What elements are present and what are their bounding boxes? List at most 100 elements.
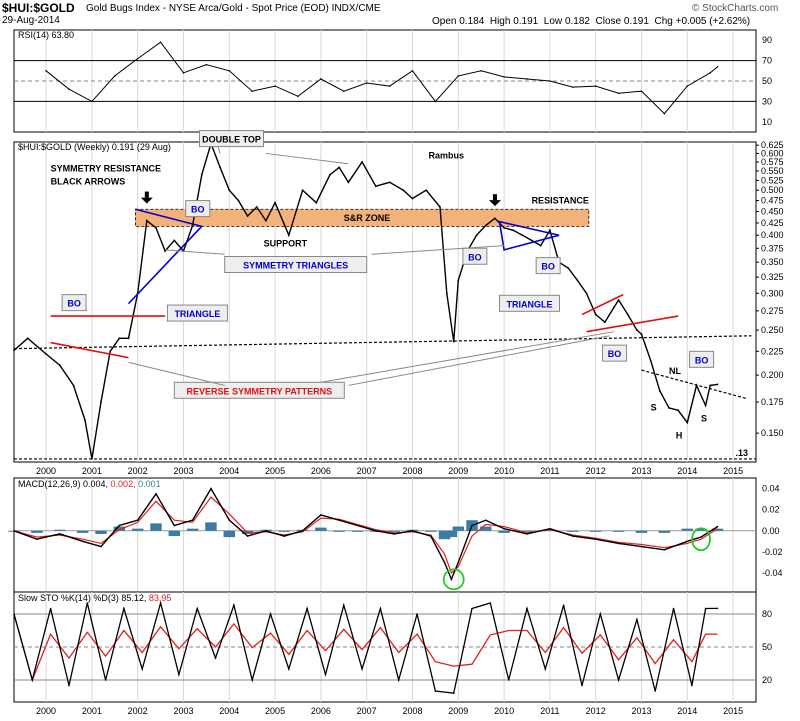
macd-point (443, 561, 446, 564)
sto-point (526, 607, 528, 610)
sto-point (159, 602, 162, 604)
price-point (301, 189, 304, 192)
macd-point (484, 519, 487, 522)
price-point (425, 189, 428, 192)
macd-point (191, 519, 194, 522)
bo-callout-box (689, 350, 715, 368)
x-axis-year-label-bottom: 2012 (586, 706, 606, 716)
price-point (361, 161, 363, 163)
rsi-point (716, 66, 719, 68)
macd-point (549, 527, 551, 530)
downtrend-dashed (641, 369, 747, 400)
sto-point (288, 668, 290, 670)
double-top-callout-text: DOUBLE TOP (202, 135, 261, 145)
price-tick-label: 0.325 (761, 272, 784, 282)
price-point (72, 384, 75, 387)
price-point (484, 224, 487, 227)
price-point (445, 292, 448, 295)
macd-histogram-bar (681, 528, 694, 531)
price-point (411, 197, 414, 200)
price-tick-label: 0.375 (761, 243, 784, 253)
sto-point (507, 679, 510, 681)
sto-point (562, 604, 565, 606)
x-axis-year-label: 2008 (402, 466, 422, 476)
sto-tick-label: 80 (762, 609, 772, 619)
rsi-point (274, 85, 276, 87)
price-point (338, 166, 341, 169)
rsi-point (549, 80, 551, 82)
price-point (274, 201, 276, 204)
x-axis-year-label: 2012 (586, 466, 606, 476)
price-point (45, 353, 47, 355)
macd-point (265, 529, 267, 532)
triangle-callout-box (499, 294, 561, 312)
macd-point (118, 524, 121, 527)
x-axis-year-label: 2014 (677, 466, 697, 476)
rsi-tick-label: 30 (762, 96, 772, 106)
price-point (457, 279, 460, 282)
macd-point (375, 529, 377, 532)
stockcharts-credit: © StockCharts.com (692, 3, 779, 14)
callout-leader (217, 146, 221, 154)
macd-point (411, 529, 414, 532)
macd-tick-label: 0.02 (762, 505, 780, 515)
macd-point (716, 525, 719, 528)
sto-point (416, 613, 418, 615)
header-date: 29-Aug-2014 (2, 15, 60, 26)
macd-histogram-bar (223, 530, 235, 538)
price-point (686, 421, 689, 424)
macd-point (320, 514, 322, 516)
price-point (13, 349, 15, 352)
price-panel-title: $HUI:$GOLD (Weekly) 0.191 (29 Aug) (18, 142, 171, 152)
sto-point (324, 673, 327, 676)
macd-point (100, 545, 102, 548)
x-axis-year-label: 2011 (540, 466, 559, 476)
price-point (475, 234, 478, 237)
price-point (530, 239, 533, 242)
price-tick-label: 0.350 (761, 257, 784, 267)
x-axis-year-label: 2001 (82, 466, 102, 476)
price-point (255, 206, 258, 208)
price-point (109, 350, 112, 353)
bo-callout-text: BO (608, 349, 622, 359)
x-axis-year-label-bottom: 2001 (82, 706, 102, 716)
macd-line (13, 487, 718, 582)
triangle-callout-text: TRIANGLE (507, 299, 553, 309)
x-axis-year-label-bottom: 2007 (357, 706, 377, 716)
price-tick-label: 0.475 (761, 196, 784, 206)
sto-point (672, 607, 675, 610)
macd-histogram-bar (452, 526, 465, 531)
price-tick-label: 0.275 (761, 306, 784, 316)
macd-histogram-bar (498, 530, 510, 533)
sto-point (654, 690, 657, 692)
x-axis-year-label: 2010 (494, 466, 514, 476)
callout-leader (128, 361, 225, 386)
macd-signal-line (13, 496, 718, 575)
macd-histogram-bar (351, 530, 364, 532)
macd-point (471, 524, 473, 527)
macd-point (450, 578, 453, 581)
x-axis-year-label: 2002 (128, 466, 148, 476)
rsi-point (68, 88, 70, 90)
blue-triangle-line (135, 208, 202, 228)
price-tick-label: 0.550 (761, 166, 784, 176)
macd-point (571, 535, 574, 537)
sto-point (251, 679, 253, 681)
price-point (84, 419, 86, 422)
macd-point (136, 519, 139, 522)
macd-point (663, 548, 666, 551)
macd-point (617, 542, 620, 545)
rsi-point (205, 63, 208, 66)
rsi-point (297, 95, 299, 98)
macd-histogram-bar (711, 528, 724, 531)
price-tick-label: 0.575 (761, 157, 784, 167)
price-point (315, 201, 318, 204)
price-point (100, 401, 102, 403)
rsi-label: RSI(14) 63.80 (18, 30, 74, 40)
sto-point (178, 673, 180, 676)
black-arrow-stem (492, 194, 497, 201)
price-point (494, 217, 496, 220)
price-tick-label: 0.150 (761, 428, 784, 438)
sto-point (617, 679, 620, 681)
